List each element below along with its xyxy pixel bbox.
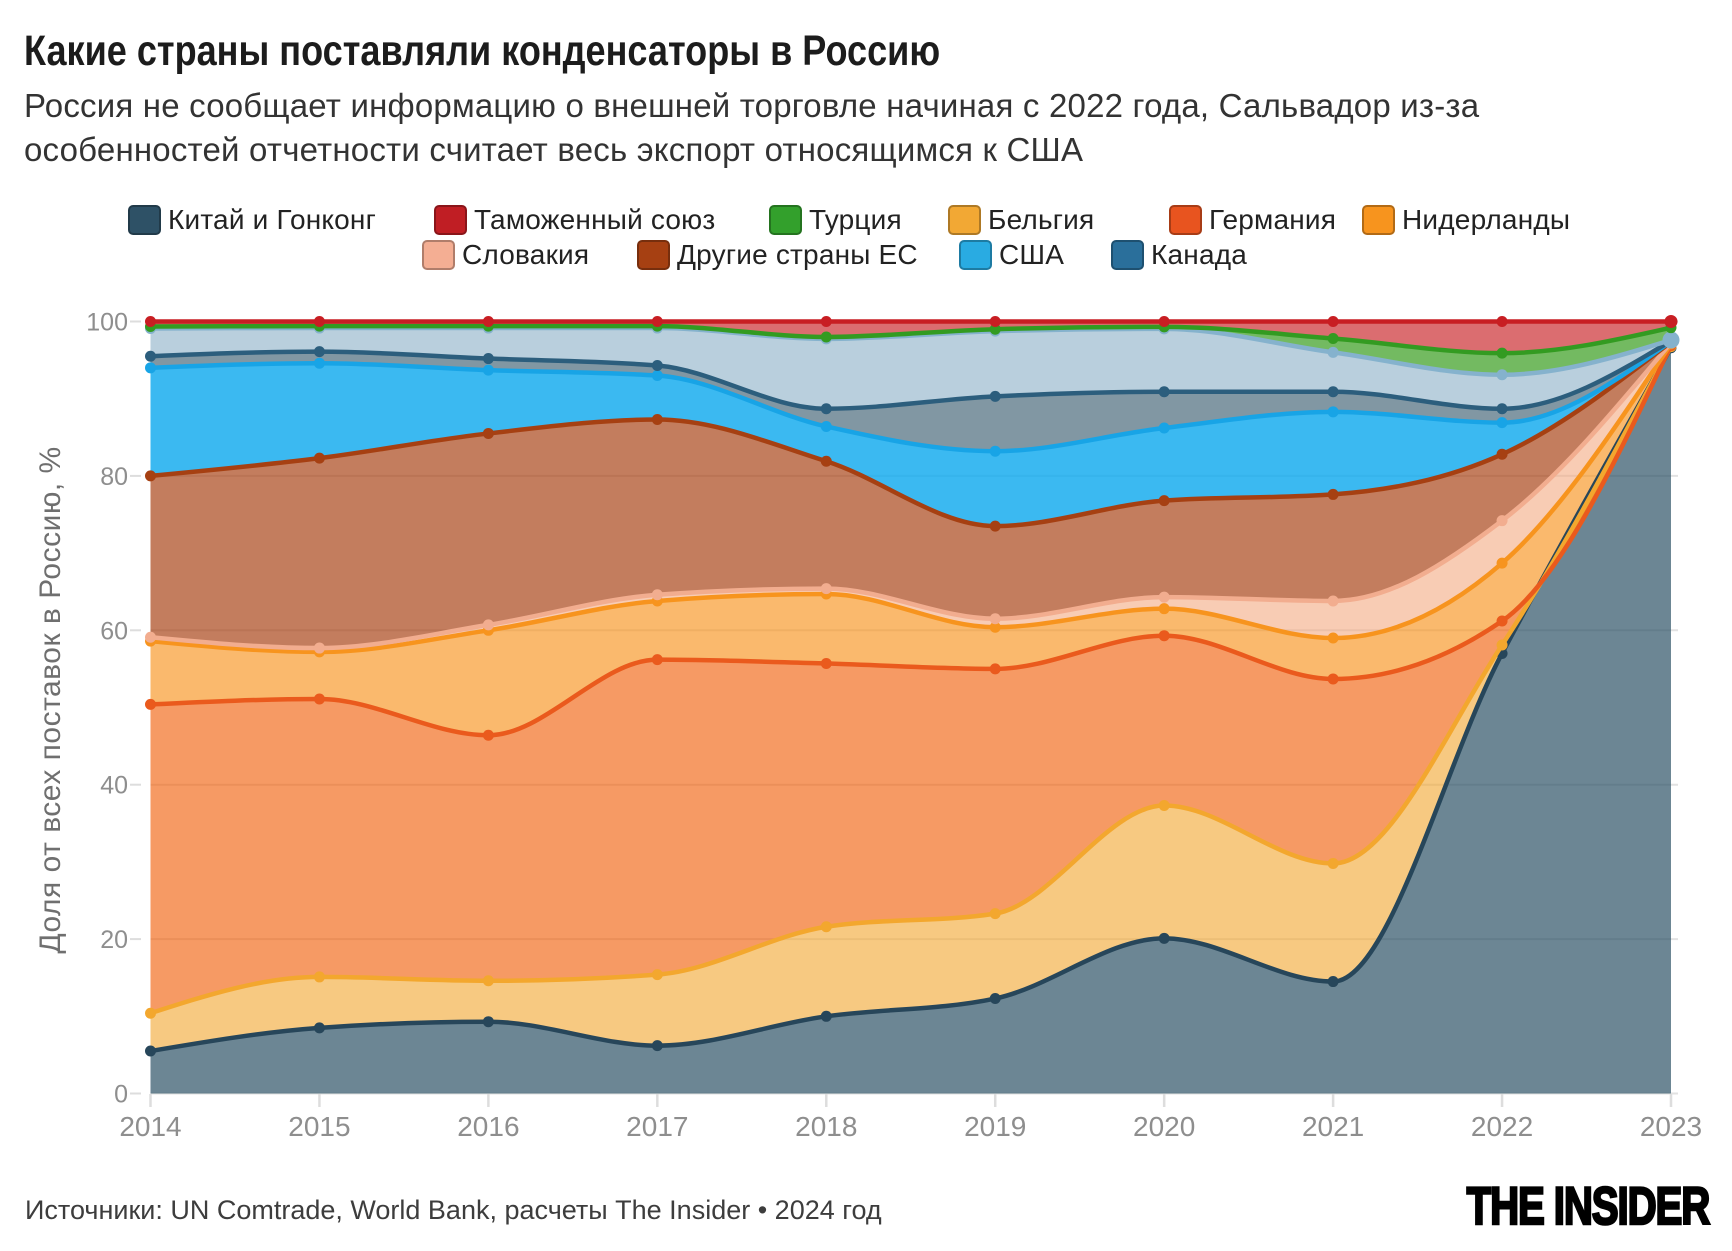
svg-text:60: 60 xyxy=(100,617,128,645)
svg-text:2019: 2019 xyxy=(964,1111,1026,1142)
svg-text:2015: 2015 xyxy=(288,1111,350,1142)
svg-text:2017: 2017 xyxy=(626,1111,688,1142)
svg-text:2022: 2022 xyxy=(1471,1111,1533,1142)
svg-text:20: 20 xyxy=(100,926,128,954)
svg-text:2023: 2023 xyxy=(1640,1111,1702,1142)
svg-text:40: 40 xyxy=(100,772,128,800)
svg-text:2018: 2018 xyxy=(795,1111,857,1142)
svg-text:100: 100 xyxy=(86,309,128,337)
svg-text:2020: 2020 xyxy=(1133,1111,1195,1142)
svg-text:80: 80 xyxy=(100,463,128,491)
svg-text:Доля от всех поставок в Россию: Доля от всех поставок в Россию, % xyxy=(34,446,67,953)
svg-text:2014: 2014 xyxy=(119,1111,181,1142)
svg-text:2021: 2021 xyxy=(1302,1111,1364,1142)
svg-text:0: 0 xyxy=(114,1081,128,1109)
svg-text:2016: 2016 xyxy=(457,1111,519,1142)
